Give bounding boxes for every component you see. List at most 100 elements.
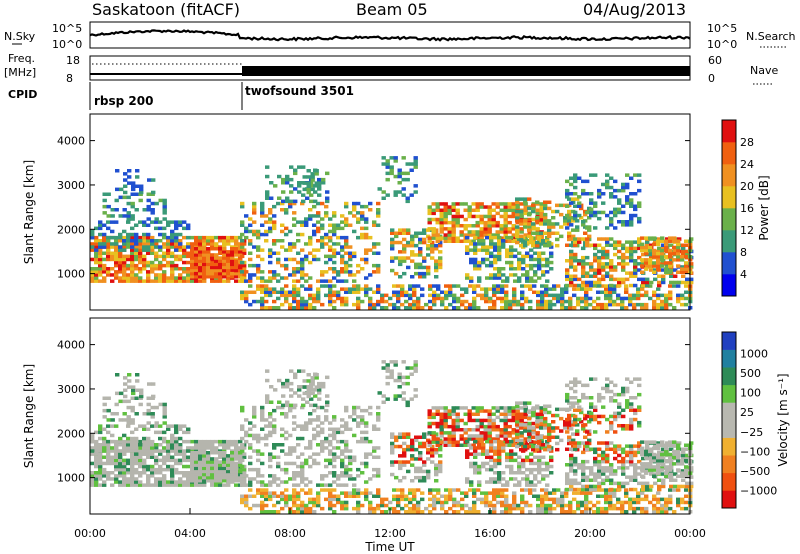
velocity-cell	[248, 506, 253, 511]
velocity-cell	[226, 480, 231, 484]
velocity-cell	[126, 421, 131, 425]
power-cell	[106, 220, 111, 224]
power-cell	[142, 235, 147, 240]
velocity-cell	[394, 435, 399, 439]
power-cell	[605, 179, 610, 184]
power-cell	[102, 211, 107, 215]
power-cell	[543, 219, 548, 223]
velocity-cell	[465, 480, 470, 484]
power-cell	[632, 296, 637, 301]
velocity-cell	[564, 494, 569, 498]
power-cell	[238, 271, 243, 276]
velocity-cell	[118, 480, 123, 484]
power-cell	[589, 243, 594, 247]
velocity-cell	[548, 503, 553, 508]
power-cell	[435, 220, 440, 225]
power-colorbar-segment	[722, 164, 736, 187]
power-cell	[292, 270, 297, 274]
velocity-cell	[376, 446, 381, 450]
power-cell	[452, 296, 457, 301]
velocity-cell	[122, 480, 127, 484]
velocity-cell	[364, 491, 369, 495]
velocity-cell	[580, 510, 585, 514]
velocity-cell	[644, 494, 649, 498]
power-cell	[581, 259, 586, 263]
velocity-cell	[162, 405, 167, 410]
power-cell	[372, 270, 377, 274]
power-cell	[256, 245, 261, 249]
power-cell	[427, 208, 432, 212]
power-cell	[202, 265, 207, 270]
power-cell	[495, 202, 500, 206]
power-cell	[110, 273, 115, 277]
velocity-cell	[360, 408, 365, 413]
power-cell	[481, 257, 486, 262]
velocity-cell	[214, 460, 219, 464]
power-cell	[336, 242, 341, 246]
velocity-cell	[564, 510, 569, 514]
power-cell	[600, 306, 605, 310]
power-cell	[539, 214, 544, 219]
power-cell	[505, 248, 510, 252]
velocity-cell	[540, 488, 545, 492]
power-cell	[126, 235, 131, 240]
velocity-cell	[218, 466, 223, 471]
power-cell	[222, 279, 227, 283]
power-cell	[276, 296, 281, 301]
power-cell	[509, 254, 514, 259]
velocity-cell	[412, 488, 417, 492]
power-cell	[256, 267, 261, 271]
velocity-cell	[210, 460, 215, 464]
power-cell	[661, 280, 666, 285]
velocity-cell	[242, 455, 247, 459]
velocity-cell	[560, 491, 565, 495]
power-cell	[431, 202, 436, 206]
power-cell	[581, 192, 586, 196]
velocity-cell	[134, 452, 139, 456]
power-cell	[385, 162, 390, 166]
power-cell	[306, 169, 311, 173]
velocity-cell	[230, 475, 235, 480]
power-cell	[612, 299, 617, 304]
power-cell	[276, 251, 281, 255]
velocity-cell	[392, 497, 397, 502]
power-cell	[544, 306, 549, 310]
power-cell	[320, 245, 325, 249]
power-cell	[601, 252, 606, 257]
velocity-cell	[252, 494, 257, 498]
velocity-cell	[389, 372, 394, 376]
power-cell	[649, 280, 654, 285]
velocity-cell	[304, 446, 309, 450]
velocity-cell	[222, 454, 227, 458]
power-cell	[352, 254, 357, 259]
power-cell	[653, 268, 658, 272]
power-cell	[248, 302, 253, 307]
power-cell	[451, 227, 456, 231]
power-cell	[661, 246, 666, 251]
power-cell	[519, 209, 524, 214]
power-cell	[513, 273, 518, 277]
power-cell	[625, 201, 630, 205]
velocity-cell	[524, 500, 529, 505]
velocity-cell	[248, 461, 253, 466]
power-cell	[552, 284, 557, 288]
velocity-cell	[300, 503, 305, 508]
power-cell	[114, 235, 119, 240]
velocity-cell	[126, 424, 131, 428]
power-cell	[685, 277, 690, 282]
power-colorbar-tick: 16	[740, 202, 754, 215]
velocity-cell	[511, 431, 516, 435]
power-cell	[364, 232, 369, 237]
power-cell	[234, 265, 239, 270]
velocity-cell	[138, 424, 143, 428]
velocity-cell	[284, 430, 289, 435]
velocity-cell	[186, 439, 191, 444]
velocity-cell	[447, 434, 452, 438]
power-cell	[218, 250, 223, 254]
velocity-cell	[166, 467, 171, 472]
power-cell	[584, 296, 589, 301]
power-cell	[264, 229, 269, 234]
power-cell	[511, 224, 516, 228]
power-cell	[260, 257, 265, 262]
velocity-cell	[256, 488, 261, 492]
